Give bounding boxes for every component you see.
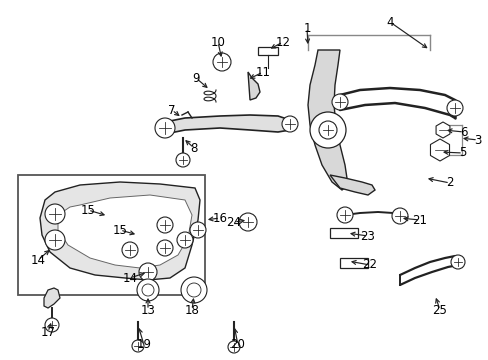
Text: 15: 15: [112, 224, 127, 237]
Circle shape: [282, 116, 297, 132]
Text: 1: 1: [303, 22, 310, 35]
Circle shape: [157, 240, 173, 256]
Circle shape: [336, 207, 352, 223]
Circle shape: [142, 284, 154, 296]
Polygon shape: [339, 258, 367, 268]
Polygon shape: [164, 115, 289, 134]
Text: 2: 2: [446, 176, 453, 189]
Text: 4: 4: [386, 15, 393, 28]
Circle shape: [177, 232, 193, 248]
Polygon shape: [429, 139, 448, 161]
Text: 3: 3: [473, 134, 481, 147]
Circle shape: [450, 255, 464, 269]
Text: 18: 18: [184, 303, 199, 316]
Polygon shape: [307, 50, 347, 190]
Text: 16: 16: [212, 211, 227, 225]
Circle shape: [137, 279, 159, 301]
Circle shape: [181, 277, 206, 303]
Text: 15: 15: [81, 203, 95, 216]
Text: 25: 25: [432, 303, 447, 316]
Circle shape: [45, 230, 65, 250]
Circle shape: [176, 153, 190, 167]
Text: 24: 24: [226, 216, 241, 229]
Polygon shape: [329, 228, 357, 238]
Polygon shape: [40, 182, 200, 280]
Circle shape: [132, 340, 143, 352]
Bar: [18, 175, 204, 295]
Polygon shape: [44, 288, 60, 308]
Polygon shape: [247, 72, 260, 100]
Polygon shape: [258, 47, 278, 55]
Text: 5: 5: [458, 147, 466, 159]
Circle shape: [122, 242, 138, 258]
Circle shape: [45, 318, 59, 332]
Circle shape: [331, 94, 347, 110]
Circle shape: [45, 204, 65, 224]
Circle shape: [155, 118, 175, 138]
Circle shape: [239, 213, 257, 231]
Text: 22: 22: [362, 258, 377, 271]
Circle shape: [186, 283, 201, 297]
Circle shape: [391, 208, 407, 224]
Circle shape: [227, 341, 240, 353]
Text: 20: 20: [230, 338, 245, 351]
Circle shape: [213, 53, 230, 71]
Text: 14: 14: [30, 253, 45, 266]
Text: 14: 14: [122, 271, 137, 284]
Circle shape: [318, 121, 336, 139]
Circle shape: [446, 100, 462, 116]
Circle shape: [309, 112, 346, 148]
Text: 13: 13: [140, 303, 155, 316]
Text: 17: 17: [41, 325, 55, 338]
Text: 11: 11: [255, 66, 270, 78]
Circle shape: [190, 222, 205, 238]
Text: 23: 23: [360, 230, 375, 243]
Circle shape: [139, 263, 157, 281]
Text: 8: 8: [190, 141, 197, 154]
Polygon shape: [435, 122, 449, 138]
Text: 21: 21: [412, 213, 427, 226]
Polygon shape: [329, 175, 374, 195]
Text: 6: 6: [459, 126, 467, 139]
Text: 9: 9: [192, 72, 199, 85]
Polygon shape: [58, 195, 192, 268]
Text: 7: 7: [168, 104, 175, 117]
Text: 19: 19: [136, 338, 151, 351]
Circle shape: [157, 217, 173, 233]
Text: 10: 10: [210, 36, 225, 49]
Text: 12: 12: [275, 36, 290, 49]
